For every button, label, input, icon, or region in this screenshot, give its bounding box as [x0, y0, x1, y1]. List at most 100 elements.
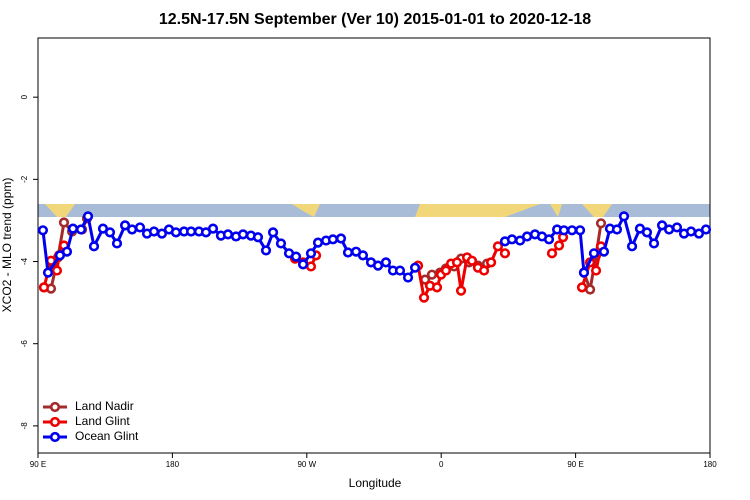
chart-title: 12.5N-17.5N September (Ver 10) 2015-01-0… — [159, 11, 591, 28]
data-point — [75, 224, 87, 235]
data-point — [305, 261, 317, 272]
data-point — [252, 232, 264, 243]
data-point — [38, 282, 50, 293]
data-point — [440, 265, 452, 276]
data-point — [61, 246, 73, 257]
x-tick-label: 180 — [703, 460, 717, 469]
series-line — [42, 236, 603, 303]
data-point — [656, 220, 668, 231]
map-strip — [38, 204, 710, 217]
data-point — [82, 211, 94, 222]
x-tick-label: 180 — [166, 460, 180, 469]
data-point — [618, 211, 630, 222]
legend-label: Land Nadir — [75, 399, 134, 413]
data-point — [598, 246, 610, 257]
data-point — [185, 226, 197, 237]
data-point — [641, 227, 653, 238]
data-point — [67, 223, 79, 234]
data-point — [574, 225, 586, 236]
data-point — [237, 229, 249, 240]
data-point — [312, 237, 324, 248]
data-point — [492, 241, 504, 252]
data-point — [514, 235, 526, 246]
data-point — [170, 227, 182, 238]
data-point — [134, 222, 146, 233]
legend-marker — [49, 401, 61, 413]
data-point — [546, 248, 558, 259]
data-point — [380, 257, 392, 268]
x-tick-label: 90 W — [297, 460, 316, 469]
data-point — [58, 217, 70, 228]
data-point — [584, 284, 596, 295]
x-tick-label: 90 E — [567, 460, 583, 469]
data-point — [663, 224, 675, 235]
data-point — [342, 247, 354, 258]
y-tick-label: -6 — [20, 340, 29, 348]
data-point — [648, 238, 660, 249]
data-point — [426, 269, 438, 280]
data-point — [290, 251, 302, 262]
data-point — [88, 241, 100, 252]
data-point — [543, 234, 555, 245]
series — [37, 211, 712, 283]
data-point — [305, 248, 317, 259]
data-point — [576, 282, 588, 293]
data-point — [119, 220, 131, 231]
data-point — [588, 248, 600, 259]
data-point — [499, 248, 511, 259]
data-point — [126, 224, 138, 235]
data-point — [558, 225, 570, 236]
data-point — [37, 225, 49, 236]
data-point — [372, 260, 384, 271]
data-point — [394, 265, 406, 276]
data-point — [700, 224, 712, 235]
y-tick-label: -8 — [20, 422, 29, 430]
data-point — [335, 233, 347, 244]
x-tick-label: 0 — [439, 460, 444, 469]
data-point — [485, 257, 497, 268]
data-point — [409, 262, 421, 273]
data-point — [42, 267, 54, 278]
legend-marker — [49, 416, 61, 428]
data-point — [148, 226, 160, 237]
data-point — [260, 245, 272, 256]
data-point — [611, 224, 623, 235]
data-point — [402, 272, 414, 283]
data-point — [431, 282, 443, 293]
data-point — [506, 234, 518, 245]
data-point — [357, 250, 369, 261]
data-point — [327, 234, 339, 245]
data-point — [418, 292, 430, 303]
x-axis-label: Longitude — [349, 476, 402, 490]
legend-label: Ocean Glint — [75, 429, 139, 443]
legend-label: Land Glint — [75, 414, 130, 428]
legend-marker — [49, 431, 61, 443]
data-point — [566, 225, 578, 236]
data-point — [111, 238, 123, 249]
data-point — [466, 255, 478, 266]
data-point — [297, 259, 309, 270]
data-point — [590, 265, 602, 276]
data-point — [578, 267, 590, 278]
x-tick-label: 90 E — [30, 460, 46, 469]
y-tick-label: 0 — [20, 94, 29, 99]
data-point — [222, 229, 234, 240]
data-point — [451, 257, 463, 268]
y-tick-label: -2 — [20, 175, 29, 183]
data-point — [693, 228, 705, 239]
data-point — [685, 226, 697, 237]
data-point — [671, 222, 683, 233]
y-tick-label: -4 — [20, 257, 29, 265]
data-point — [275, 238, 287, 249]
y-axis-label: XCO2 - MLO trend (ppm) — [0, 178, 14, 313]
data-point — [104, 227, 116, 238]
data-point — [478, 265, 490, 276]
data-point — [553, 240, 565, 251]
data-point — [595, 218, 607, 229]
data-point — [521, 231, 533, 242]
data-point — [156, 228, 168, 239]
data-point — [207, 223, 219, 234]
data-point — [455, 285, 467, 296]
data-point — [626, 241, 638, 252]
